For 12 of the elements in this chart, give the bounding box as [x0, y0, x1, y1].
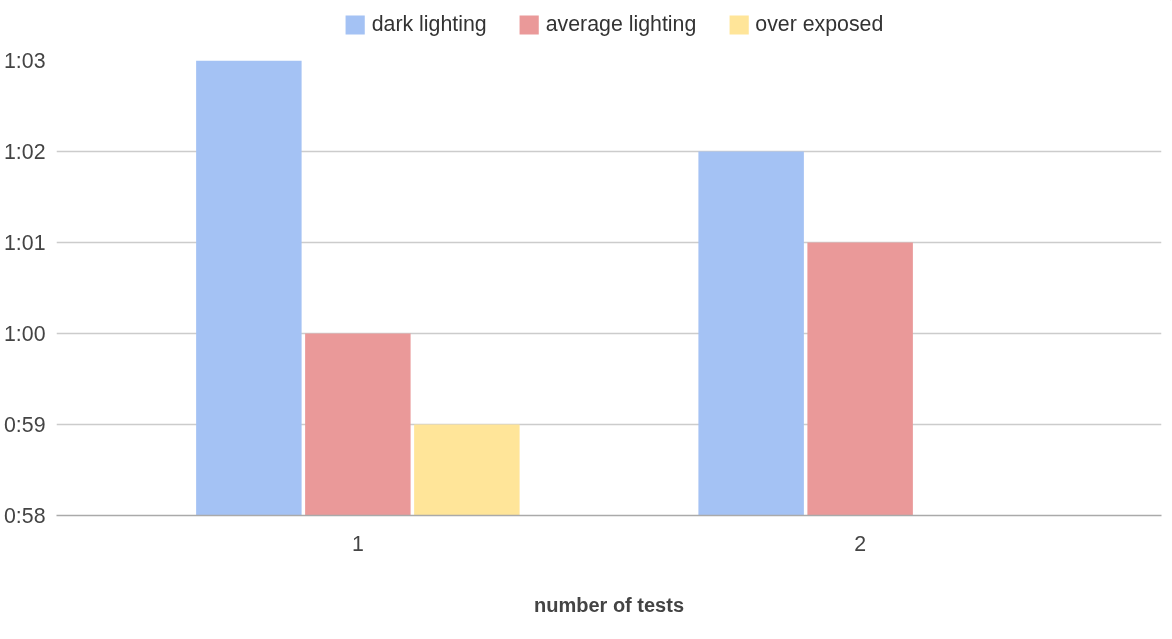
legend-label: average lighting [545, 11, 697, 37]
y-tick-label: 1:03 [3, 48, 46, 73]
y-tick-label: 1:00 [3, 321, 46, 346]
legend-label: over exposed [755, 11, 884, 37]
y-tick-label: 0:59 [3, 412, 46, 437]
y-tick-label: 1:02 [3, 139, 46, 164]
y-tick-label: 1:01 [3, 230, 46, 255]
x-tick-label: 1 [351, 531, 364, 556]
x-axis-title: number of tests [533, 593, 685, 616]
legend-label: dark lighting [371, 11, 487, 37]
x-tick-label: 2 [854, 531, 867, 556]
y-tick-label: 0:58 [3, 503, 46, 528]
